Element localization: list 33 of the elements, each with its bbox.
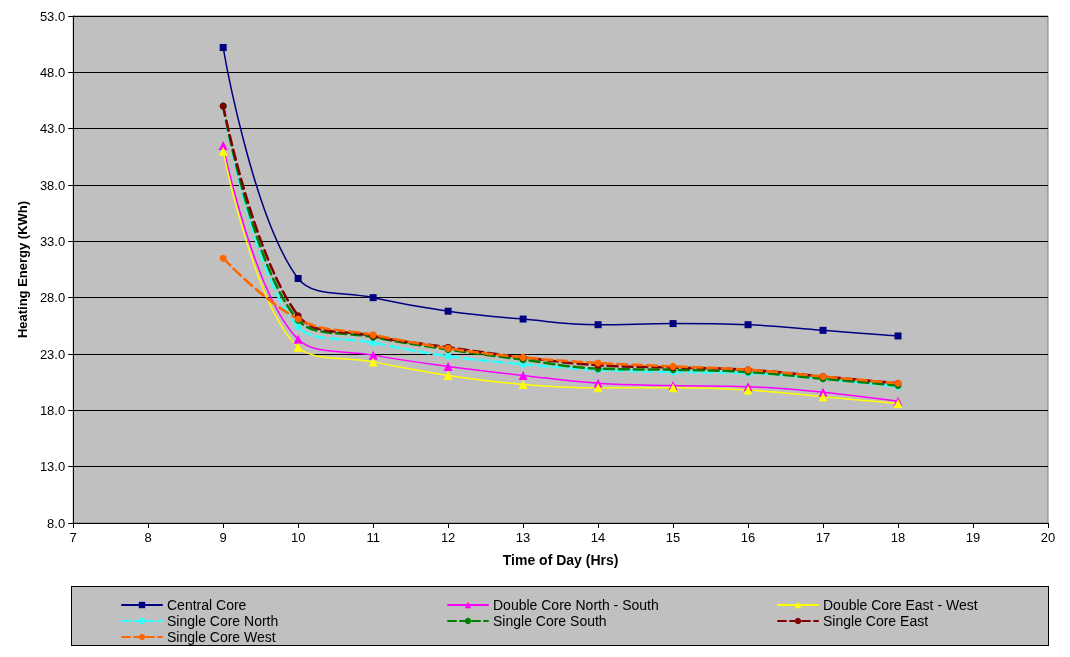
y-tick-label: 8.0 [47, 515, 66, 531]
y-tick-label: 38.0 [39, 177, 66, 193]
y-axis-title: Heating Energy (KWh) [15, 200, 30, 339]
x-tick-label: 19 [965, 530, 981, 545]
x-tick-label: 11 [366, 530, 380, 545]
y-tick-label: 13.0 [39, 459, 66, 475]
legend-label: Single Core East [823, 613, 929, 629]
x-tick-label: 17 [815, 530, 831, 545]
y-tick-label: 28.0 [39, 290, 66, 306]
legend-label: Double Core East - West [823, 597, 978, 613]
x-tick-label: 15 [665, 530, 681, 545]
x-tick-label: 8 [144, 530, 152, 545]
legend-label: Single Core North [167, 613, 279, 629]
x-tick-label: 9 [219, 530, 227, 545]
x-tick-label: 14 [590, 530, 606, 545]
x-axis-title: Time of Day (Hrs) [502, 552, 619, 568]
legend-label: Single Core South [493, 613, 607, 629]
x-tick-label: 10 [290, 530, 306, 545]
legend-label: Double Core North - South [493, 597, 659, 613]
y-tick-label: 23.0 [39, 346, 66, 362]
x-tick-label: 20 [1040, 530, 1056, 545]
x-tick-label: 13 [515, 530, 531, 545]
y-tick-label: 33.0 [39, 233, 66, 249]
x-tick-label: 16 [740, 530, 756, 545]
y-tick-label: 53.0 [39, 8, 66, 24]
y-tick-label: 43.0 [39, 121, 66, 137]
y-tick-label: 18.0 [39, 402, 66, 418]
x-tick-label: 12 [440, 530, 456, 545]
x-tick-label: 7 [69, 530, 77, 545]
x-tick-label: 18 [890, 530, 906, 545]
legend-label: Single Core West [167, 629, 276, 645]
y-tick-label: 48.0 [39, 64, 66, 80]
legend-label: Central Core [167, 597, 247, 613]
